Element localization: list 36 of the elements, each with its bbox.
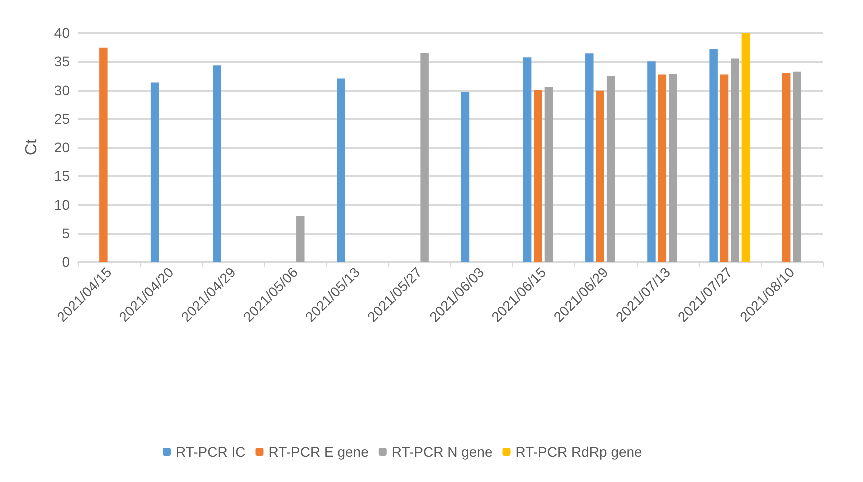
bar <box>337 78 346 262</box>
bar <box>461 92 470 262</box>
y-tick-label: 5 <box>62 225 70 242</box>
bar <box>669 74 678 262</box>
bar <box>793 72 802 262</box>
y-tick-label: 25 <box>54 110 70 127</box>
y-tick-label: 30 <box>54 82 70 98</box>
bar <box>586 54 594 262</box>
bar <box>720 74 729 262</box>
bar <box>534 90 542 262</box>
y-axis-title: Ct <box>24 138 40 156</box>
bar <box>658 74 667 262</box>
bar <box>710 49 718 262</box>
bar <box>523 58 532 262</box>
bar <box>731 58 740 262</box>
y-tick-label: 0 <box>62 254 70 270</box>
legend-label: RT-PCR N gene <box>392 444 493 460</box>
legend-label: RT-PCR E gene <box>268 444 370 460</box>
legend-label: RT-PCR IC <box>176 444 246 460</box>
bar <box>100 48 108 262</box>
y-tick-label: 15 <box>54 168 70 184</box>
bar <box>296 216 305 262</box>
bar <box>420 53 429 262</box>
bar <box>213 66 222 262</box>
bar <box>150 82 160 262</box>
bar <box>606 76 616 262</box>
bar <box>648 62 656 262</box>
y-tick-label: 35 <box>54 54 70 70</box>
y-tick-label: 20 <box>54 140 70 156</box>
legend-label: RT-PCR RdRp gene <box>516 444 643 460</box>
bar <box>742 33 750 262</box>
bar <box>544 87 554 262</box>
y-tick-label: 10 <box>54 196 70 213</box>
bar <box>596 90 604 262</box>
bar <box>782 73 791 262</box>
y-tick-label: 40 <box>54 25 70 41</box>
